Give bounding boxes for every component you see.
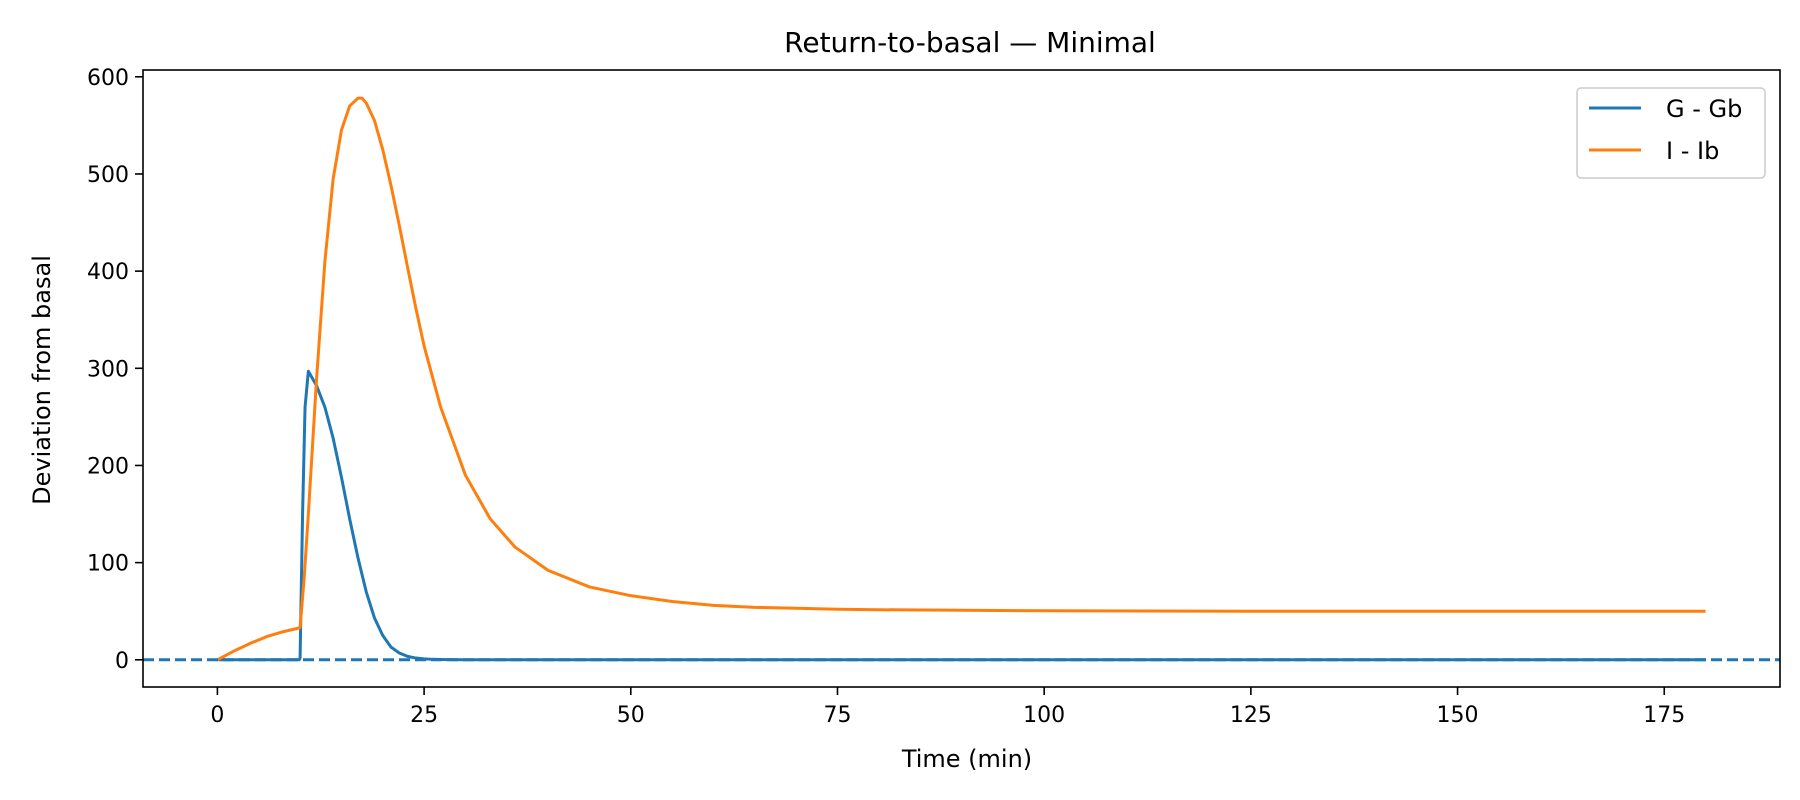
x-tick-label: 125 xyxy=(1230,703,1272,728)
x-tick-label: 75 xyxy=(823,703,851,728)
axes-layer: 0 25 50 75 100 125 150 175 0 100 200 300 400 500 600 xyxy=(87,66,1781,728)
x-tick-label: 25 xyxy=(410,703,438,728)
chart-title: Return-to-basal — Minimal xyxy=(784,26,1156,59)
data-layer xyxy=(143,96,1780,662)
y-tick-label: 300 xyxy=(87,357,129,382)
series-line-g-gb xyxy=(217,369,1706,662)
x-tick-label: 50 xyxy=(617,703,645,728)
y-tick-label: 0 xyxy=(115,649,129,674)
legend-box xyxy=(1576,87,1766,179)
y-tick-label: 500 xyxy=(87,163,129,188)
y-axis-title: Deviation from basal xyxy=(28,255,56,505)
x-tick-label: 0 xyxy=(210,703,224,728)
x-tick-label: 100 xyxy=(1023,703,1065,728)
x-axis-title: Time (min) xyxy=(901,745,1032,773)
legend-label-i-ib: I - Ib xyxy=(1666,137,1719,165)
legend-label-g-gb: G - Gb xyxy=(1666,95,1742,123)
y-tick-label: 400 xyxy=(87,260,129,285)
y-tick-label: 600 xyxy=(87,66,129,91)
legend: G - Gb I - Ib xyxy=(1576,87,1766,179)
y-tick-label: 100 xyxy=(87,552,129,577)
y-tick-label: 200 xyxy=(87,454,129,479)
plot-frame xyxy=(142,69,1781,688)
x-tick-label: 175 xyxy=(1643,703,1685,728)
x-tick-label: 150 xyxy=(1437,703,1479,728)
series-line-i-ib xyxy=(216,96,1706,662)
